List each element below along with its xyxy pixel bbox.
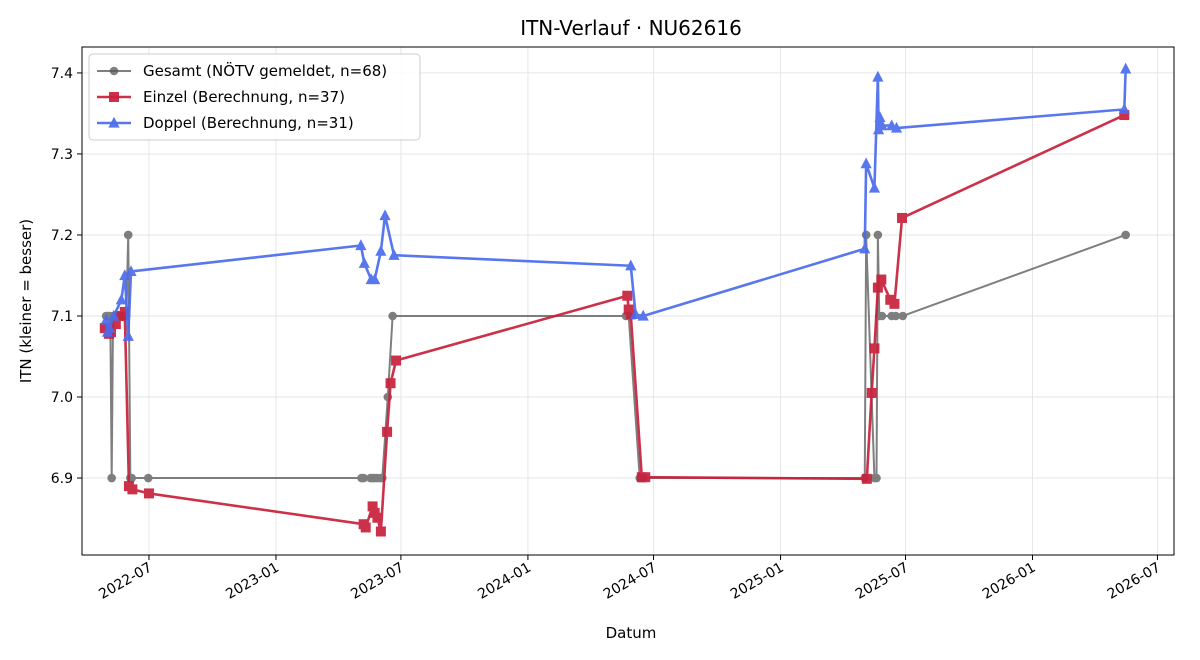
legend-marker-gesamt — [109, 66, 119, 76]
data-point-einzel — [391, 355, 402, 366]
data-point-doppel — [119, 269, 131, 281]
data-point-doppel — [859, 242, 871, 254]
legend-box — [88, 53, 421, 141]
series-layer — [99, 62, 1132, 537]
data-point-einzel — [625, 309, 636, 320]
plot-frame — [81, 46, 1175, 556]
data-point-einzel — [143, 488, 154, 499]
data-point-doppel — [874, 111, 886, 123]
data-point-einzel — [375, 526, 386, 537]
data-point-einzel — [866, 387, 877, 398]
legend-label-einzel: Einzel (Berechnung, n=37) — [143, 88, 345, 106]
data-point-doppel — [1118, 103, 1130, 114]
legend-marker-einzel — [109, 92, 119, 102]
y-tick-label: 7.1 — [51, 309, 73, 325]
y-axis-label: ITN (kleiner = besser) — [17, 219, 35, 383]
data-point-einzel — [385, 378, 396, 389]
y-axis: 6.9 7.0 7.1 7.2 7.3 7.4 — [51, 66, 82, 487]
data-point-einzel — [99, 323, 110, 334]
data-point-einzel — [872, 282, 883, 293]
legend-marker-doppel — [108, 116, 120, 128]
data-point-gesamt — [107, 473, 116, 483]
data-point-gesamt — [872, 473, 881, 483]
y-tick-label: 6.9 — [51, 471, 73, 487]
series-line-einzel — [103, 113, 1125, 533]
data-point-doppel — [108, 309, 120, 321]
data-point-doppel — [100, 313, 112, 325]
y-tick-label: 7.2 — [51, 228, 73, 244]
data-point-einzel — [889, 298, 900, 309]
data-point-einzel — [897, 212, 908, 223]
data-point-doppel — [1120, 62, 1132, 74]
data-point-doppel — [388, 249, 400, 260]
data-point-einzel — [127, 484, 138, 495]
data-point-doppel — [860, 157, 872, 169]
data-point-gesamt — [143, 473, 153, 483]
data-point-doppel — [369, 273, 381, 285]
data-point-einzel — [869, 343, 880, 354]
data-point-doppel — [637, 309, 649, 321]
data-point-doppel — [379, 209, 391, 221]
data-point-gesamt — [877, 311, 887, 321]
data-point-gesamt — [873, 230, 883, 240]
data-point-einzel — [1119, 110, 1130, 121]
chart-title: ITN-Verlauf · NU62616 — [520, 16, 742, 40]
data-point-gesamt — [891, 311, 901, 321]
data-point-doppel — [358, 257, 370, 268]
data-point-doppel — [872, 70, 884, 82]
data-point-einzel — [372, 512, 383, 523]
data-point-doppel — [355, 239, 367, 251]
data-point-doppel — [122, 330, 134, 341]
data-point-gesamt — [388, 311, 397, 321]
x-axis-label: Datum — [606, 624, 657, 642]
series-doppel — [100, 62, 1132, 341]
data-point-gesamt — [123, 230, 133, 240]
data-point-gesamt — [1121, 230, 1130, 240]
data-point-einzel — [876, 274, 887, 285]
y-tick-label: 7.3 — [51, 147, 73, 163]
data-point-doppel — [625, 259, 637, 271]
data-point-gesamt — [359, 473, 368, 483]
data-point-einzel — [119, 306, 130, 317]
data-point-doppel — [890, 121, 903, 133]
data-point-einzel — [861, 473, 872, 484]
data-point-einzel — [367, 501, 378, 512]
legend-label-gesamt: Gesamt (NÖTV gemeldet, n=68) — [143, 61, 387, 80]
data-point-doppel — [868, 181, 881, 193]
y-tick-label: 7.0 — [51, 390, 73, 406]
data-point-einzel — [360, 522, 371, 533]
legend-label-doppel: Doppel (Berechnung, n=31) — [143, 114, 354, 132]
data-point-doppel — [125, 265, 137, 277]
data-point-doppel — [375, 244, 387, 256]
data-point-doppel — [104, 321, 116, 333]
data-point-einzel — [640, 472, 651, 483]
data-point-gesamt — [898, 311, 908, 321]
data-point-einzel — [622, 290, 633, 301]
data-point-einzel — [110, 319, 121, 330]
data-point-doppel — [876, 119, 888, 131]
y-tick-label: 7.4 — [51, 66, 73, 82]
legend: Gesamt (NÖTV gemeldet, n=68) Einzel (Bere… — [88, 53, 421, 141]
data-point-doppel — [629, 308, 642, 319]
data-point-doppel — [115, 293, 127, 305]
data-point-einzel — [382, 426, 393, 437]
